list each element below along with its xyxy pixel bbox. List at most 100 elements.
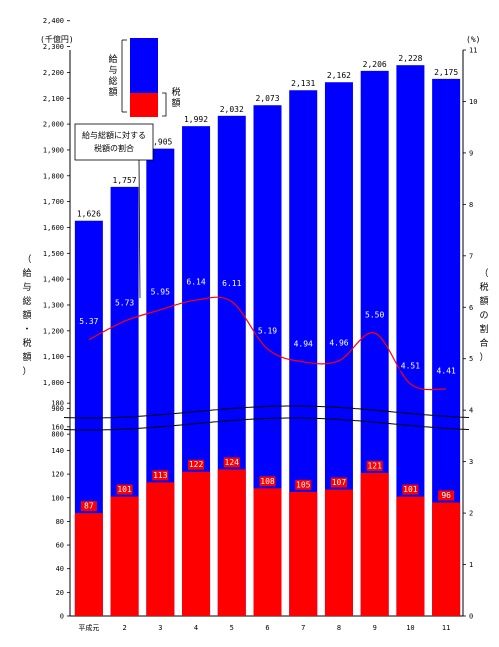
right-tick-label: 7 [469,252,473,260]
ratio-value-label-group: 5.95 [149,285,172,297]
legend-bracket-right [162,92,167,117]
ratio-value-label: 4.51 [401,361,420,370]
right-axis-title: （税額の割合） [479,268,488,363]
left-tick-label: 1,900 [43,146,64,154]
ratio-value-label: 5.50 [365,311,384,320]
right-tick-label: 10 [469,98,477,106]
total-value-label: 2,162 [327,71,351,80]
x-tick-label: 8 [337,624,341,632]
legend-swatch-total [130,38,158,93]
x-tick-label: 9 [373,624,377,632]
bars: 1,626 87 1,757 101 1,905 113 1,992 122 2,032 124 2… [74,54,461,617]
right-tick-label: 5 [469,355,473,363]
tax-bar [74,513,103,616]
tax-label-box [438,490,455,501]
ratio-label-box [185,276,208,288]
tax-bar [253,488,282,616]
ratio-value-label: 6.11 [222,279,241,288]
tax-label-box [366,460,383,471]
left-tick-label: 1,000 [43,379,64,387]
tax-value-label-group: 101 [116,484,133,495]
total-value-label: 1,992 [184,115,208,124]
ratio-label-box [399,359,422,371]
tax-bar [396,496,425,616]
total-value-label: 2,175 [434,68,458,77]
total-value-label: 1,626 [77,210,101,219]
total-value-label: 2,073 [255,94,279,103]
ratio-value-label: 4.94 [294,339,313,348]
tax-value-label: 121 [367,461,382,470]
tax-label-box [80,501,97,512]
left-tick-label: 800 [51,431,64,439]
left-tick-label: 180 [51,400,64,408]
left-tick-label: 1,500 [43,250,64,258]
tax-value-label: 105 [296,480,311,489]
left-tick-label: 80 [56,518,64,526]
left-tick-label: 2,000 [43,121,64,129]
tax-value-label-group: 121 [366,460,383,471]
x-tick-label: 3 [158,624,162,632]
tax-label-box [116,484,133,495]
right-tick-label: 8 [469,201,473,209]
ratio-label-box [363,309,386,320]
left-tick-label: 1,100 [43,353,64,361]
annotation-box [74,123,154,161]
x-tick-label: 2 [122,624,126,632]
ratio-line [88,296,447,391]
ratio-value-label-group: 4.94 [292,337,315,349]
ratio-value-label: 4.41 [437,367,456,376]
tax-value-label-group: 124 [223,457,240,468]
ratio-label-box [220,277,243,289]
ratio-value-label: 5.73 [115,299,134,308]
left-tick-label: 60 [56,542,64,550]
left-tick-label: 1,400 [43,276,64,284]
x-tick-labels: 平成元 2 3 4 5 6 7 8 9 10 11 [78,623,450,632]
tax-value-label-group: 108 [259,476,276,487]
ratio-line-layer: 5.37 5.73 5.95 6.14 6.11 5.19 4.94 4.96 5.50 4.51… [77,276,458,391]
left-tick-label: 120 [51,471,64,479]
tax-value-label: 87 [84,502,94,511]
ratio-value-label-group: 4.96 [327,336,350,348]
ratio-label-box [256,324,279,336]
ratio-value-label-group: 6.11 [220,277,243,289]
left-tick-label: 2,400 [43,17,64,25]
tax-label-box [402,484,419,495]
left-tick-label: 0 [60,613,64,621]
left-tick-labels: 8009001,0001,1001,2001,3001,4001,5001,60… [43,17,64,620]
break-line-upper [63,405,470,419]
tax-label-box [152,470,169,481]
left-tick-label: 2,300 [43,43,64,51]
total-value-label: 2,206 [363,60,387,69]
ratio-value-label: 5.19 [258,326,277,335]
x-tick-label: 11 [442,624,450,632]
tax-label-box [259,476,276,487]
ratio-value-label-group: 4.51 [399,359,422,371]
right-tick-labels: 0 1 2 3 4 5 6 7 8 9 10 11 [469,47,477,621]
x-tick-label: 7 [301,624,305,632]
ratio-value-label-group: 5.50 [363,309,386,320]
annotation-leader [138,159,141,299]
ratio-value-label: 5.37 [79,317,98,326]
break-line-lower [63,417,470,431]
x-tick-label: 平成元 [78,623,99,632]
tax-value-label-group: 87 [80,501,97,512]
left-tick-label: 1,700 [43,198,64,206]
ratio-value-label: 4.96 [329,338,348,347]
tax-label-box [295,479,312,490]
tax-bar [182,471,211,616]
tax-label-box [188,459,205,470]
legend: 給与総額 税額 [108,38,181,117]
annotation-line1: 給与総額に対する [82,130,146,140]
left-tick-label: 40 [56,565,64,573]
total-value-label: 2,131 [291,79,315,88]
right-unit-label: (%) [466,35,480,44]
x-tick-label: 6 [265,624,269,632]
left-tick-label: 1,600 [43,224,64,232]
ratio-value-label-group: 6.14 [185,276,208,288]
tax-label-box [223,457,240,468]
ratio-label-box [77,315,100,327]
tax-value-label: 122 [189,460,204,469]
tax-value-label-group: 101 [402,484,419,495]
tax-bar [432,502,461,616]
tax-bar [110,496,139,616]
